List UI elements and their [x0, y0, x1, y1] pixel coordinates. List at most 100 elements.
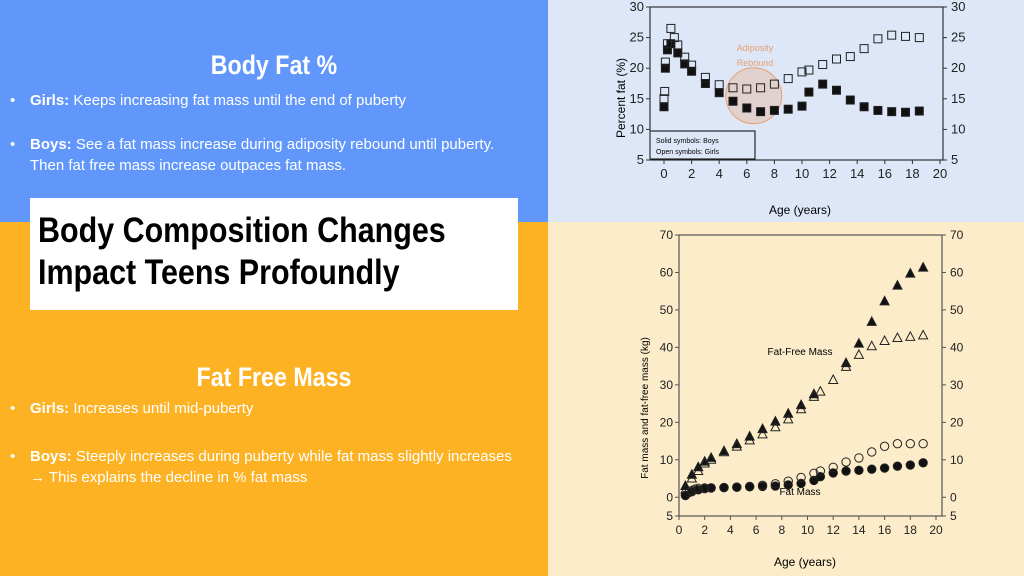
chart1-point-open-square [818, 60, 828, 70]
chart2-ytick-label: 30 [660, 378, 674, 392]
bullet-text: See a fat mass increase during adiposity… [30, 136, 495, 174]
chart1-ytick-label: 15 [630, 91, 644, 106]
chart1-ytick-label: 20 [630, 60, 644, 75]
chart2-point-open-triangle [904, 330, 916, 341]
chart1-point-filled-square [914, 106, 924, 116]
chart2-ytick-label: 50 [660, 303, 674, 317]
chart1-point-open-square [845, 52, 855, 62]
chart1-point-open-square [887, 30, 897, 40]
bullet-girls-body-fat: Girls: Keeps increasing fat mass until t… [10, 90, 530, 111]
chart1-point-filled-square [797, 101, 807, 111]
bullet-text: Keeps increasing fat mass until the end … [69, 92, 407, 109]
chart1-ytick-label: 30 [630, 0, 644, 14]
chart2-xtick-label: 18 [904, 523, 918, 537]
chart1-xtick-label: 4 [716, 166, 723, 181]
chart1-point-filled-square [700, 79, 710, 88]
chart2-point-filled-circle [841, 466, 851, 476]
chart2-point-open-circle [732, 482, 742, 492]
chart1-point-open-square [756, 83, 766, 93]
chart2-point-open-triangle [770, 421, 781, 432]
chart1-point-filled-square [845, 95, 855, 105]
chart2-point-open-triangle [718, 446, 730, 457]
chart1-ytick-label-right: 25 [951, 30, 965, 45]
chart2-xtick-label: 12 [827, 523, 841, 537]
chart2-point-filled-circle [918, 458, 928, 468]
chart2-point-filled-triangle [879, 295, 890, 306]
chart2-point-open-circle [690, 484, 700, 494]
chart2-point-open-triangle [782, 413, 794, 424]
chart1-point-filled-square [859, 102, 869, 112]
chart2-point-open-circle [879, 441, 890, 452]
chart1-point-open-square [662, 39, 672, 49]
chart2-point-open-circle [828, 462, 838, 472]
chart1-point-open-square [873, 34, 883, 44]
chart2-point-open-circle [680, 490, 691, 501]
chart2-point-filled-circle [854, 465, 864, 475]
chart1-point-open-square [797, 67, 807, 77]
chart2-point-open-circle [796, 472, 806, 483]
chart2-point-filled-circle [892, 461, 903, 471]
chart1-xtick-label: 10 [795, 166, 809, 181]
chart1-xtick-label: 2 [688, 166, 695, 181]
chart1-point-open-square [783, 74, 793, 84]
chart2-point-open-triangle [692, 464, 704, 476]
chart2-point-open-triangle [853, 348, 865, 359]
chart2-point-open-triangle [917, 329, 929, 340]
bullet-label: Girls: [30, 92, 70, 109]
chart2-point-open-triangle [815, 385, 826, 396]
chart1-ytick-label: 5 [637, 152, 644, 167]
chart1-ytick-label-right: 20 [951, 60, 965, 75]
chart1-point-open-square [832, 54, 841, 64]
chart1-xtick-label: 16 [878, 166, 892, 181]
chart1-point-filled-square [804, 87, 814, 97]
chart1-point-filled-square [832, 85, 841, 95]
chart2-ytick-label: 40 [660, 340, 674, 354]
chart1-legend-girls: Open symbols: Girls [656, 149, 720, 156]
chart1-point-filled-square [783, 104, 793, 114]
chart1-point-open-square [666, 23, 676, 33]
title-line-1: Body Composition Changes [38, 211, 446, 250]
chart2-ytick-label: 20 [660, 415, 674, 429]
chart2-point-open-circle [706, 483, 716, 493]
chart2-point-filled-triangle [892, 279, 903, 290]
chart2-xtick-label: 10 [801, 523, 815, 537]
chart1-point-filled-square [769, 105, 779, 115]
chart1-point-filled-square [901, 107, 910, 117]
chart1-point-open-square [901, 31, 910, 41]
chart2-point-filled-circle [867, 464, 877, 474]
chart2-point-open-circle [757, 480, 768, 490]
chart2-point-open-circle [809, 468, 819, 478]
chart1-point-open-square [673, 40, 683, 50]
chart1-point-open-square [700, 72, 710, 82]
chart1-point-filled-square [756, 107, 766, 117]
fm-label: Fat Mass [779, 487, 820, 498]
chart1-ytick-label-right: 30 [951, 0, 965, 14]
chart1-point-open-square [859, 44, 869, 54]
chart2-ytick-label: 10 [660, 453, 674, 467]
chart2-point-open-circle [905, 438, 915, 449]
chart1-point-open-square [769, 79, 779, 89]
chart2-xtick-label: 14 [852, 523, 866, 537]
chart2-ytick-label: 5 [666, 509, 673, 523]
chart1-point-filled-square [660, 63, 670, 73]
chart2-point-open-circle [770, 479, 781, 489]
chart1-ytick-label: 25 [630, 30, 644, 45]
chart1-point-open-square [660, 57, 670, 67]
chart2-point-open-triangle [879, 334, 890, 346]
chart1-point-filled-square [728, 96, 738, 106]
chart2-point-filled-circle [879, 463, 890, 473]
chart1-point-filled-square [680, 59, 690, 69]
chart2-point-filled-triangle [917, 261, 929, 272]
chart2-point-filled-triangle [866, 315, 878, 326]
chart2-point-open-circle [744, 481, 755, 492]
chart1-point-open-square [804, 65, 814, 75]
chart1-ytick-label-right: 15 [951, 91, 965, 106]
bullet-boys-body-fat: Boys: See a fat mass increase during adi… [10, 134, 530, 176]
chart1-xlabel: Age (years) [769, 203, 831, 217]
chart2-ytick-label-right: 10 [950, 453, 964, 467]
chart2-point-filled-triangle [770, 415, 781, 426]
chart2-point-filled-circle [905, 460, 915, 470]
chart1-ytick-label-right: 10 [951, 121, 965, 136]
chart2-point-filled-triangle [782, 407, 794, 418]
chart2-point-filled-circle [770, 481, 781, 491]
